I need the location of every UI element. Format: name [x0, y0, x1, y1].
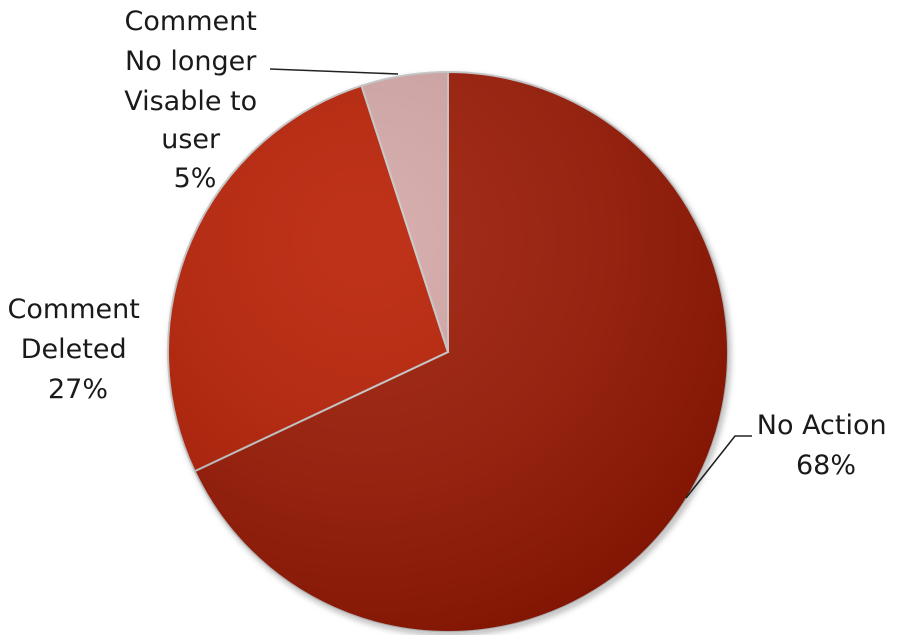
label-line: user	[161, 124, 221, 155]
data-label-no-action: No Action 68%	[757, 410, 895, 481]
pie-slices	[167, 70, 729, 633]
label-line: Deleted	[21, 334, 127, 365]
value-label: 5%	[174, 163, 217, 194]
leader-line-comment-no-longer-visible	[269, 68, 399, 75]
value-label: 68%	[796, 450, 856, 481]
data-label-comment-deleted: Comment Deleted 27%	[8, 294, 149, 405]
leader-line-no-action	[685, 435, 752, 499]
label-line: No longer	[125, 46, 257, 77]
label-line: No Action	[757, 410, 887, 441]
label-line: Comment	[8, 294, 140, 325]
value-label: 27%	[48, 374, 108, 405]
data-label-comment-no-longer-visible: Comment No longer Visable to user 5%	[124, 6, 266, 194]
label-line: Visable to	[124, 86, 257, 117]
label-line: Comment	[125, 6, 257, 37]
